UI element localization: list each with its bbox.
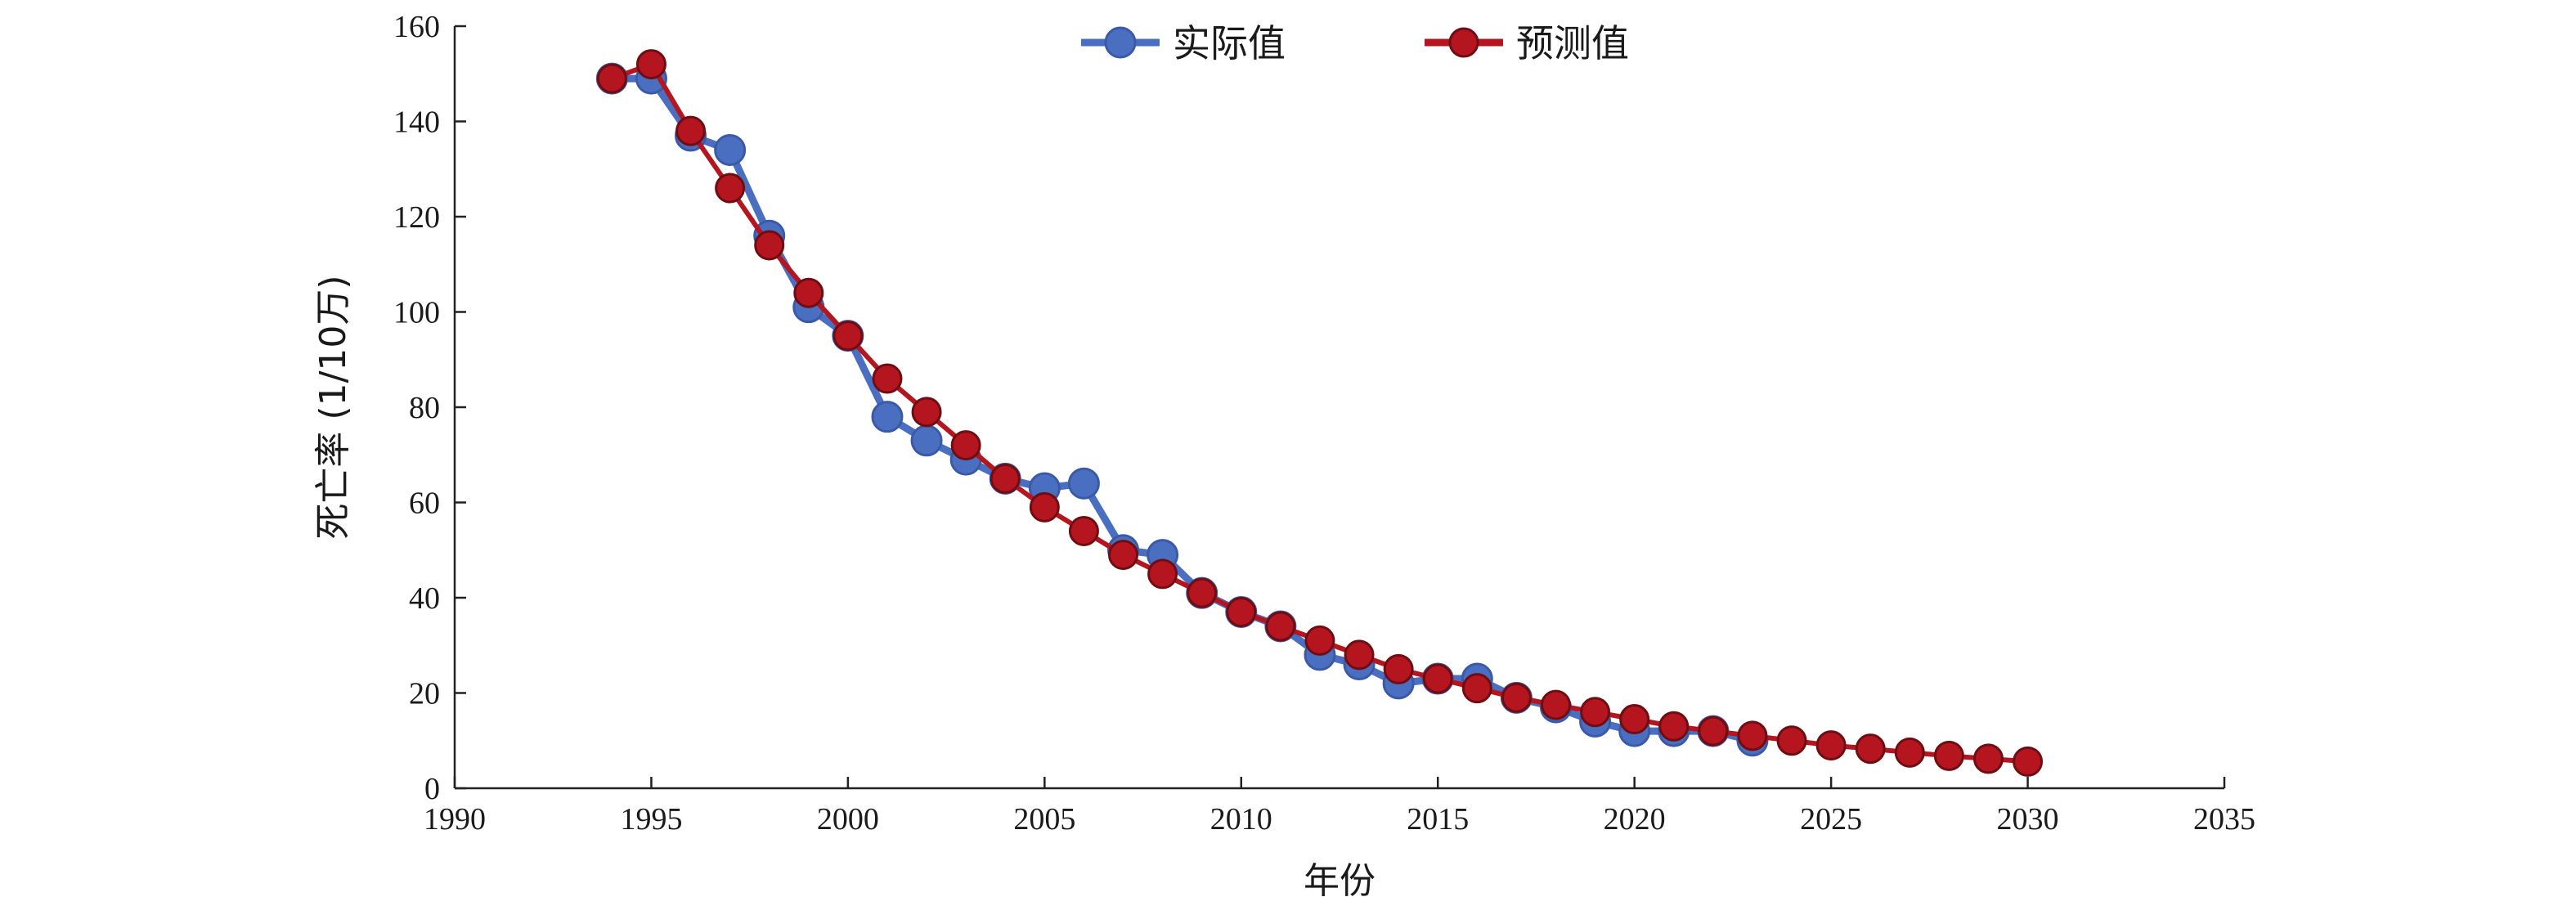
data-point bbox=[1067, 467, 1100, 500]
data-point bbox=[793, 277, 824, 308]
data-point bbox=[1344, 639, 1375, 671]
legend-swatch-marker bbox=[1448, 27, 1479, 58]
data-point bbox=[1265, 611, 1296, 642]
data-point bbox=[1304, 625, 1335, 656]
y-tick-label: 80 bbox=[409, 391, 440, 425]
data-point bbox=[950, 430, 981, 461]
data-point bbox=[714, 133, 747, 166]
data-point bbox=[911, 397, 942, 428]
y-tick-label: 160 bbox=[393, 10, 440, 44]
data-point bbox=[832, 321, 864, 352]
ticks: 1990 1995 2000 2005 2010 2015 2020 2025 2030 2035… bbox=[393, 10, 2255, 836]
data-point bbox=[1226, 596, 1257, 627]
data-point bbox=[1187, 577, 1218, 608]
y-tick-label: 0 bbox=[424, 772, 440, 806]
x-tick-label: 2030 bbox=[1997, 802, 2059, 836]
data-point bbox=[1422, 663, 1453, 694]
x-axis-label: 年份 bbox=[1304, 860, 1376, 902]
x-tick-label: 2010 bbox=[1210, 802, 1272, 836]
legend: 实际值 预测值 bbox=[1081, 21, 1629, 65]
y-tick-label: 40 bbox=[409, 581, 440, 616]
data-point bbox=[2013, 746, 2044, 777]
data-point bbox=[990, 463, 1021, 494]
x-tick-label: 1990 bbox=[424, 802, 486, 836]
data-point bbox=[1108, 540, 1139, 571]
series-2 bbox=[596, 49, 2044, 777]
x-tick-label: 2020 bbox=[1604, 802, 1666, 836]
data-point bbox=[1029, 491, 1060, 523]
x-tick-label: 2005 bbox=[1013, 802, 1075, 836]
x-tick-label: 2000 bbox=[817, 802, 879, 836]
data-point bbox=[715, 173, 746, 204]
data-point bbox=[1855, 733, 1886, 765]
legend-label: 预测值 bbox=[1516, 21, 1629, 65]
y-tick-label: 20 bbox=[409, 677, 440, 711]
data-point bbox=[1147, 558, 1178, 590]
y-tick-label: 140 bbox=[393, 105, 440, 140]
y-axis-label: 死亡率 (1/10万) bbox=[312, 275, 354, 539]
data-point bbox=[1933, 740, 1964, 771]
y-tick-label: 60 bbox=[409, 487, 440, 521]
data-point bbox=[754, 230, 785, 261]
x-tick-label: 2025 bbox=[1800, 802, 1862, 836]
data-point bbox=[910, 424, 943, 457]
data-point bbox=[596, 63, 627, 94]
data-point bbox=[1580, 697, 1611, 728]
series-line bbox=[612, 74, 1753, 745]
data-point bbox=[1972, 743, 2004, 774]
data-point bbox=[1698, 715, 1729, 747]
data-point bbox=[1501, 682, 1532, 713]
series-layer bbox=[595, 49, 2044, 777]
data-point bbox=[1619, 704, 1650, 735]
data-point bbox=[1540, 689, 1571, 720]
legend-swatch-marker bbox=[1104, 26, 1137, 59]
data-point bbox=[1658, 711, 1690, 742]
data-point bbox=[872, 363, 903, 394]
data-point bbox=[1776, 725, 1807, 756]
data-point bbox=[1894, 737, 1925, 768]
data-point bbox=[1461, 673, 1492, 704]
data-point bbox=[1068, 515, 1099, 546]
x-tick-label: 1995 bbox=[620, 802, 682, 836]
data-point bbox=[1815, 730, 1847, 761]
x-tick-label: 2035 bbox=[2193, 802, 2255, 836]
series-1 bbox=[595, 62, 1769, 757]
data-point bbox=[1383, 653, 1414, 684]
legend-label: 实际值 bbox=[1173, 21, 1286, 65]
data-point bbox=[871, 401, 904, 433]
y-tick-label: 100 bbox=[393, 296, 440, 330]
legend-item-2: 预测值 bbox=[1425, 21, 1629, 65]
data-point bbox=[675, 115, 707, 146]
legend-item-1: 实际值 bbox=[1081, 21, 1286, 65]
data-point bbox=[635, 49, 666, 80]
y-tick-label: 120 bbox=[393, 200, 440, 235]
x-tick-label: 2015 bbox=[1407, 802, 1469, 836]
data-point bbox=[1737, 720, 1768, 751]
